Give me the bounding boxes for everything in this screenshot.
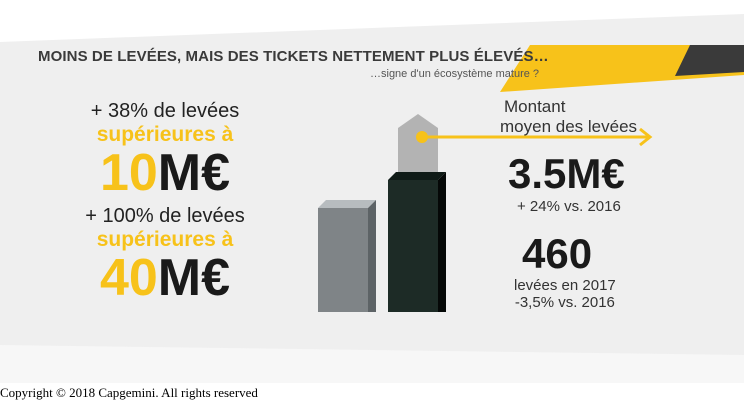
count-caption-line2: -3,5% vs. 2016 <box>514 294 615 311</box>
background-shapes <box>0 0 744 383</box>
average-label-line1: Montant <box>504 97 566 116</box>
stat-block-10m: + 38% de levées supérieures à 10M€ <box>40 99 290 199</box>
dark-bar <box>388 180 438 312</box>
stat-increase-text: + 38% de levées <box>90 100 240 122</box>
copyright-text: Copyright © 2018 Capgemini. All rights r… <box>0 385 258 400</box>
stat-block-40m: + 100% de levées supérieures à 40M€ <box>40 204 290 304</box>
stat-increase-text: + 100% de levées <box>85 205 245 227</box>
stat-amount-unit: M€ <box>157 144 231 202</box>
page-title: MOINS DE LEVÉES, MAIS DES TICKETS NETTEM… <box>38 48 549 65</box>
average-label: Montant moyen des levées <box>500 97 637 137</box>
arrow-head <box>639 127 653 147</box>
average-change: + 24% vs. 2016 <box>517 198 621 215</box>
stat-amount-number: 10 <box>99 144 158 202</box>
count-value: 460 <box>522 230 593 277</box>
top-white-band <box>0 0 744 42</box>
count-caption: levées en 2017 -3,5% vs. 2016 <box>514 277 616 311</box>
average-value: 3.5M€ <box>508 150 625 197</box>
average-label-line2: moyen des levées <box>500 117 638 136</box>
dark-bar-top <box>388 172 446 180</box>
count-caption-line1: levées en 2017 <box>514 277 616 294</box>
infographic-panel: MOINS DE LEVÉES, MAIS DES TICKETS NETTEM… <box>0 0 744 383</box>
grey-bar-top <box>318 200 376 208</box>
grey-bar-side <box>368 200 376 312</box>
dark-banner <box>675 45 744 76</box>
page-subtitle: …signe d'un écosystème mature ? <box>370 68 540 80</box>
bars-illustration <box>318 114 653 312</box>
stat-amount: 10M€ <box>40 147 290 199</box>
dark-bar-side <box>438 172 446 312</box>
stat-threshold-text: supérieures à <box>96 228 234 251</box>
grey-bar <box>318 208 368 312</box>
stat-amount: 40M€ <box>40 252 290 304</box>
bottom-band <box>0 345 744 383</box>
house-arrow-shape <box>398 114 438 174</box>
stat-threshold-text: supérieures à <box>96 123 234 146</box>
stat-amount-number: 40 <box>99 249 158 307</box>
arrow-dot <box>416 131 428 143</box>
yellow-banner <box>500 45 744 92</box>
stat-amount-unit: M€ <box>157 249 231 307</box>
